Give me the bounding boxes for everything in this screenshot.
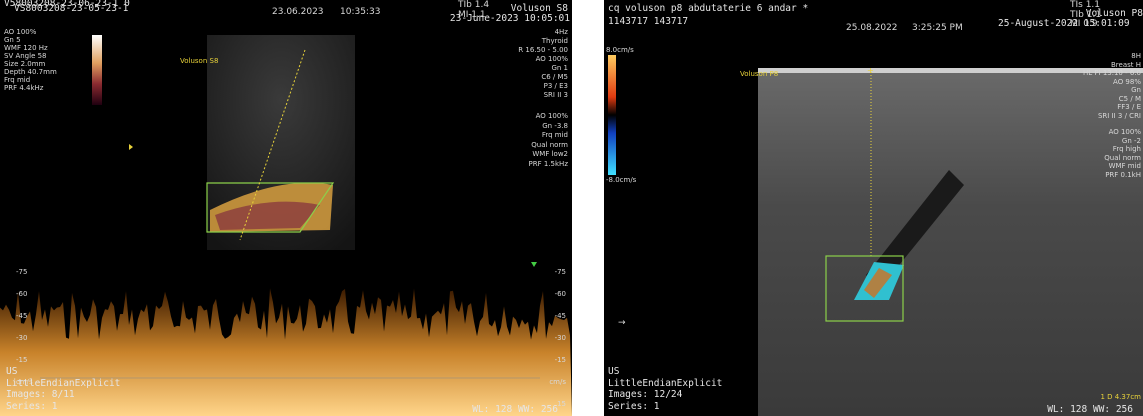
color-bar [608,55,616,175]
label: 25.08.2022 [846,24,898,32]
label: -75 [16,268,27,276]
label: C5 / M [1119,95,1141,103]
label: -8.0cm/s [606,176,636,184]
label: SV Angle 58 [4,52,47,60]
label: 10:35:33 [340,8,380,16]
label: -30 [555,334,566,342]
page: {"left":{"header":{"id_overlay":"V580032… [0,0,1143,416]
label: 23.06.2023 [272,8,324,16]
label: Gn -2 [1122,137,1141,145]
label: 8H [1131,52,1141,60]
label: -60 [555,290,566,298]
label: AO 100% [536,55,568,63]
label: Breast H [1111,61,1141,69]
label: P3 / E3 [544,82,568,90]
left-graphics [0,0,572,416]
label: -30 [16,334,27,342]
label: SRI II 3 / CRI [1098,112,1141,120]
label: 4Hz [555,28,568,36]
label: 23-June-2023 10:05:01 [450,13,570,24]
spectrum [0,288,572,416]
label: LittleEndianExplicit [6,378,120,389]
label: AO 100% [1109,128,1141,136]
label: Size 2.0mm [4,60,45,68]
label: 15 [557,400,566,408]
label: 1 D 4.37cm [1100,393,1141,401]
label: HL PI 13.10 - 6.0 [1083,69,1141,77]
focus-marker: → [618,318,626,328]
label: FF3 / E [1117,103,1141,111]
label: V58003208-23-06-23-1 0 [4,0,130,9]
label: R 16.50 - 5.00 [518,46,568,54]
label: WL: 128 WW: 256 [472,404,558,415]
label: -75 [555,268,566,276]
marker [531,262,537,267]
label: Qual norm [1104,154,1141,162]
label: PRF 4.4kHz [4,84,43,92]
label: WMF low2 [532,150,568,158]
caliper: + [867,66,874,75]
label: Thyroid [542,37,568,45]
b-mode-image [758,68,1143,416]
focus-marker [129,144,133,150]
label: -60 [16,290,27,298]
label: TIb 1.4 [458,1,489,9]
label: -15 [555,356,566,364]
label: PRF 0.1kH [1105,171,1141,179]
label: LittleEndianExplicit [608,378,722,389]
label: Gn [1131,86,1141,94]
color-bar [92,35,102,105]
label: PRF 1.5kHz [529,160,568,168]
label: Voluson P8 [1086,8,1143,19]
label: -45 [555,312,566,320]
right-graphics: + → [604,0,1143,416]
label: cq voluson p8 abdutaterie 6 andar * [608,3,808,14]
label: cm/s [549,378,566,386]
label: Frq high [1113,145,1141,153]
label: Gn 1 [551,64,568,72]
label: AO 98% [1113,78,1141,86]
label: MI 0.9 [1070,20,1098,28]
label: Frq mid [542,131,568,139]
label: WMF 120 Hz [4,44,48,52]
label: Depth 40.7mm [4,68,57,76]
label: SRI II 3 [544,91,568,99]
label: 1143717 143717 [608,16,688,27]
label: WL: 128 WW: 256 [1047,404,1133,415]
label: 8.0cm/s [606,46,634,54]
label: Gn -3.8 [542,122,568,130]
ultrasound-right: + → cq voluson p8 abdutaterie 6 andar * 1… [604,0,1143,416]
label: Gn 5 [4,36,21,44]
label: Series: 1 [6,401,57,412]
label: AO 100% [4,28,36,36]
label: WMF mid [1109,162,1141,170]
label: -45 [16,312,27,320]
label: 25-August-2022 15:01:09 [998,18,1130,29]
label: -15 [16,356,27,364]
label: C6 / M5 [541,73,568,81]
label: Images: 12/24 [608,389,682,400]
label: US [608,366,619,377]
label: 3:25:25 PM [912,24,963,32]
label: Voluson P8 [740,70,778,78]
label: Frq mid [4,76,30,84]
label: AO 100% [536,112,568,120]
label: Images: 8/11 [6,389,75,400]
label: Voluson S8 [180,57,218,65]
label: Qual norm [531,141,568,149]
doppler-spectrum [0,288,572,416]
label: US [6,366,17,377]
label: Series: 1 [608,401,659,412]
